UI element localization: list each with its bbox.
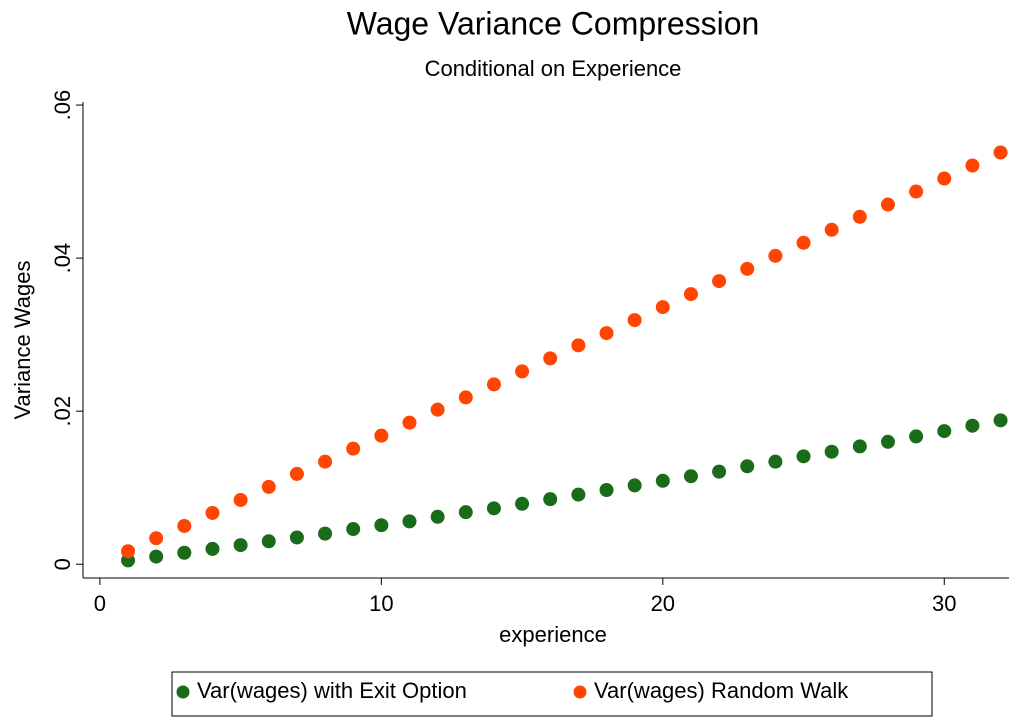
scatter-point bbox=[177, 545, 192, 560]
scatter-point bbox=[261, 534, 276, 549]
x-tick-label: 10 bbox=[369, 591, 393, 616]
scatter-point bbox=[683, 287, 698, 302]
scatter-point bbox=[261, 479, 276, 494]
y-axis-label: Variance Wages bbox=[10, 261, 35, 420]
scatter-point bbox=[571, 338, 586, 353]
legend-box bbox=[171, 671, 933, 717]
scatter-point bbox=[233, 538, 248, 553]
scatter-point bbox=[430, 509, 445, 524]
scatter-point bbox=[374, 428, 389, 443]
scatter-point bbox=[965, 158, 980, 173]
scatter-point bbox=[909, 184, 924, 199]
scatter-point bbox=[909, 429, 924, 444]
scatter-point bbox=[346, 522, 361, 537]
scatter-point bbox=[486, 377, 501, 392]
scatter-point bbox=[712, 274, 727, 289]
scatter-point bbox=[289, 530, 304, 545]
scatter-point bbox=[880, 434, 895, 449]
y-tick-label: .04 bbox=[50, 243, 75, 274]
scatter-point bbox=[486, 501, 501, 516]
scatter-point bbox=[768, 454, 783, 469]
scatter-point bbox=[768, 248, 783, 263]
scatter-point bbox=[571, 487, 586, 502]
scatter-point bbox=[515, 364, 530, 379]
scatter-point bbox=[346, 441, 361, 456]
scatter-point bbox=[374, 518, 389, 533]
chart-subtitle: Conditional on Experience bbox=[425, 56, 682, 81]
x-tick-label: 0 bbox=[94, 591, 106, 616]
x-axis-label: experience bbox=[499, 622, 607, 647]
scatter-point bbox=[599, 482, 614, 497]
scatter-point bbox=[458, 505, 473, 520]
scatter-point bbox=[289, 466, 304, 481]
scatter-point bbox=[543, 351, 558, 366]
legend-label: Var(wages) Random Walk bbox=[594, 678, 849, 703]
legend-label: Var(wages) with Exit Option bbox=[197, 678, 467, 703]
scatter-point bbox=[712, 464, 727, 479]
chart-title: Wage Variance Compression bbox=[347, 5, 760, 41]
scatter-point bbox=[233, 492, 248, 507]
legend-marker bbox=[573, 685, 587, 699]
scatter-point bbox=[740, 261, 755, 276]
scatter-point bbox=[177, 518, 192, 533]
scatter-point bbox=[318, 454, 333, 469]
scatter-point bbox=[627, 478, 642, 493]
scatter-point bbox=[880, 197, 895, 212]
scatter-point bbox=[655, 300, 670, 315]
scatter-point bbox=[852, 439, 867, 454]
scatter-point bbox=[937, 424, 952, 439]
scatter-point bbox=[796, 449, 811, 464]
scatter-point bbox=[965, 418, 980, 433]
scatter-point bbox=[824, 222, 839, 237]
scatter-point bbox=[683, 469, 698, 484]
scatter-point bbox=[655, 473, 670, 488]
scatter-point bbox=[430, 402, 445, 417]
y-tick-label: .02 bbox=[50, 396, 75, 427]
scatter-point bbox=[993, 413, 1008, 428]
scatter-point bbox=[852, 209, 867, 224]
scatter-point bbox=[740, 459, 755, 474]
scatter-point bbox=[121, 544, 136, 559]
scatter-point bbox=[993, 145, 1008, 160]
scatter-point bbox=[149, 531, 164, 546]
scatter-point bbox=[402, 514, 417, 529]
x-tick-label: 30 bbox=[932, 591, 956, 616]
scatter-point bbox=[205, 505, 220, 520]
scatter-point bbox=[205, 541, 220, 556]
scatter-point bbox=[627, 313, 642, 328]
scatter-point bbox=[543, 492, 558, 507]
scatter-point bbox=[458, 390, 473, 405]
legend-marker bbox=[176, 685, 190, 699]
scatter-point bbox=[149, 549, 164, 564]
scatter-point bbox=[402, 415, 417, 430]
scatter-point bbox=[318, 526, 333, 541]
y-tick-label: 0 bbox=[50, 558, 75, 570]
scatter-point bbox=[824, 444, 839, 459]
scatter-point bbox=[515, 496, 530, 511]
scatter-point bbox=[937, 171, 952, 186]
y-tick-label: .06 bbox=[50, 90, 75, 121]
scatter-point bbox=[796, 235, 811, 250]
scatter-point bbox=[599, 326, 614, 341]
x-tick-label: 20 bbox=[651, 591, 675, 616]
